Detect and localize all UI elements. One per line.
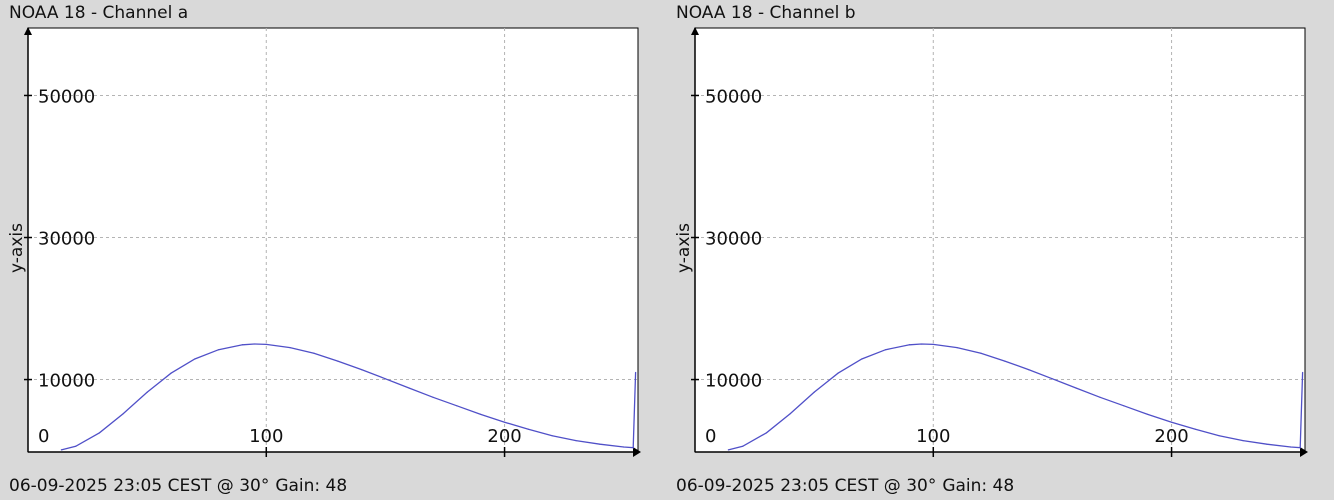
x-tick-label: 100 [916, 426, 950, 447]
data-point [253, 343, 255, 345]
y-tick-label: 30000 [705, 229, 762, 250]
line-chart: 100 200 0 10000 30000 50000 y-axis [7, 27, 641, 457]
data-point [789, 413, 791, 415]
line-chart: 100 200 0 10000 30000 50000 y-axis [674, 27, 1308, 457]
y-tick-label: 0 [38, 426, 49, 447]
data-point [265, 343, 267, 346]
data-point [122, 413, 124, 415]
data-point [218, 349, 220, 351]
gain-label: Gain: 48 [275, 476, 348, 496]
data-point [194, 358, 196, 360]
capture-datetime: 06-09-2025 23:05 CEST @ 30° [9, 476, 270, 496]
data-point [241, 344, 244, 346]
data-point [861, 358, 863, 360]
y-axis-arrow [691, 27, 699, 35]
data-point [635, 371, 637, 374]
data-point [1194, 428, 1196, 430]
data-point [837, 372, 839, 374]
y-tick-label: 50000 [38, 86, 95, 107]
data-point [432, 396, 434, 398]
data-point [408, 387, 410, 389]
gain-label: Gain: 48 [942, 476, 1015, 496]
data-point [813, 391, 815, 393]
data-point [1147, 413, 1149, 415]
data-point [60, 449, 62, 451]
data-point [1004, 360, 1006, 362]
data-point [1242, 440, 1244, 442]
data-point [1299, 447, 1301, 449]
data-point [1051, 378, 1054, 380]
data-point [1266, 443, 1268, 445]
data-point [956, 346, 958, 349]
data-point [337, 360, 339, 362]
data-point [551, 435, 553, 437]
chart-panel-a: NOAA 18 - Channel a 100 200 0 10000 30000 500… [0, 0, 660, 500]
y-axis-label: y-axis [7, 223, 27, 273]
data-point [1170, 421, 1173, 423]
y-axis-arrow [24, 27, 32, 35]
data-point [765, 432, 768, 434]
series-line [61, 343, 637, 451]
plot-area [694, 27, 1306, 453]
data-point [908, 344, 911, 346]
data-point [1218, 435, 1220, 437]
chart-title: NOAA 18 - Channel a [9, 3, 189, 23]
data-point [527, 428, 529, 430]
data-point [146, 391, 148, 393]
chart-panel-b: NOAA 18 - Channel b 100 200 0 10000 30000 500… [667, 0, 1327, 500]
data-point [503, 421, 506, 423]
data-point [170, 372, 172, 374]
data-point [920, 343, 922, 345]
capture-datetime: 06-09-2025 23:05 CEST @ 30° [676, 476, 937, 496]
x-tick-label: 100 [249, 426, 283, 447]
y-tick-label: 0 [705, 426, 716, 447]
data-point [885, 349, 887, 351]
series-line [728, 343, 1304, 451]
data-point [289, 346, 291, 349]
y-tick-label: 10000 [705, 371, 762, 392]
data-point [384, 378, 387, 380]
y-tick-label: 10000 [38, 371, 95, 392]
data-point [1027, 369, 1030, 371]
x-axis-arrow [633, 447, 641, 457]
data-point [360, 369, 363, 371]
x-tick-label: 200 [487, 426, 521, 447]
data-point [632, 447, 634, 449]
data-point [623, 446, 625, 448]
x-tick-label: 200 [1154, 426, 1188, 447]
data-point [98, 432, 101, 434]
data-point [313, 352, 315, 354]
data-point [1123, 405, 1125, 407]
x-axis-arrow [1300, 447, 1308, 457]
chart-footer: 06-09-2025 23:05 CEST @ 30° Gain: 48 [9, 476, 347, 496]
data-point [1290, 446, 1292, 448]
y-tick-label: 30000 [38, 229, 95, 250]
data-point [575, 440, 577, 442]
chart-title: NOAA 18 - Channel b [676, 3, 856, 23]
data-point [456, 405, 458, 407]
data-point [980, 352, 982, 354]
data-point [1302, 371, 1304, 374]
data-point [480, 413, 482, 415]
data-point [1075, 387, 1077, 389]
y-axis-label: y-axis [674, 223, 694, 273]
data-point [727, 449, 729, 451]
data-point [599, 443, 601, 445]
data-point [75, 445, 77, 447]
data-point [932, 343, 934, 346]
chart-footer: 06-09-2025 23:05 CEST @ 30° Gain: 48 [676, 476, 1014, 496]
y-tick-label: 50000 [705, 86, 762, 107]
plot-area [27, 27, 639, 453]
data-point [742, 445, 744, 447]
data-point [1099, 396, 1101, 398]
